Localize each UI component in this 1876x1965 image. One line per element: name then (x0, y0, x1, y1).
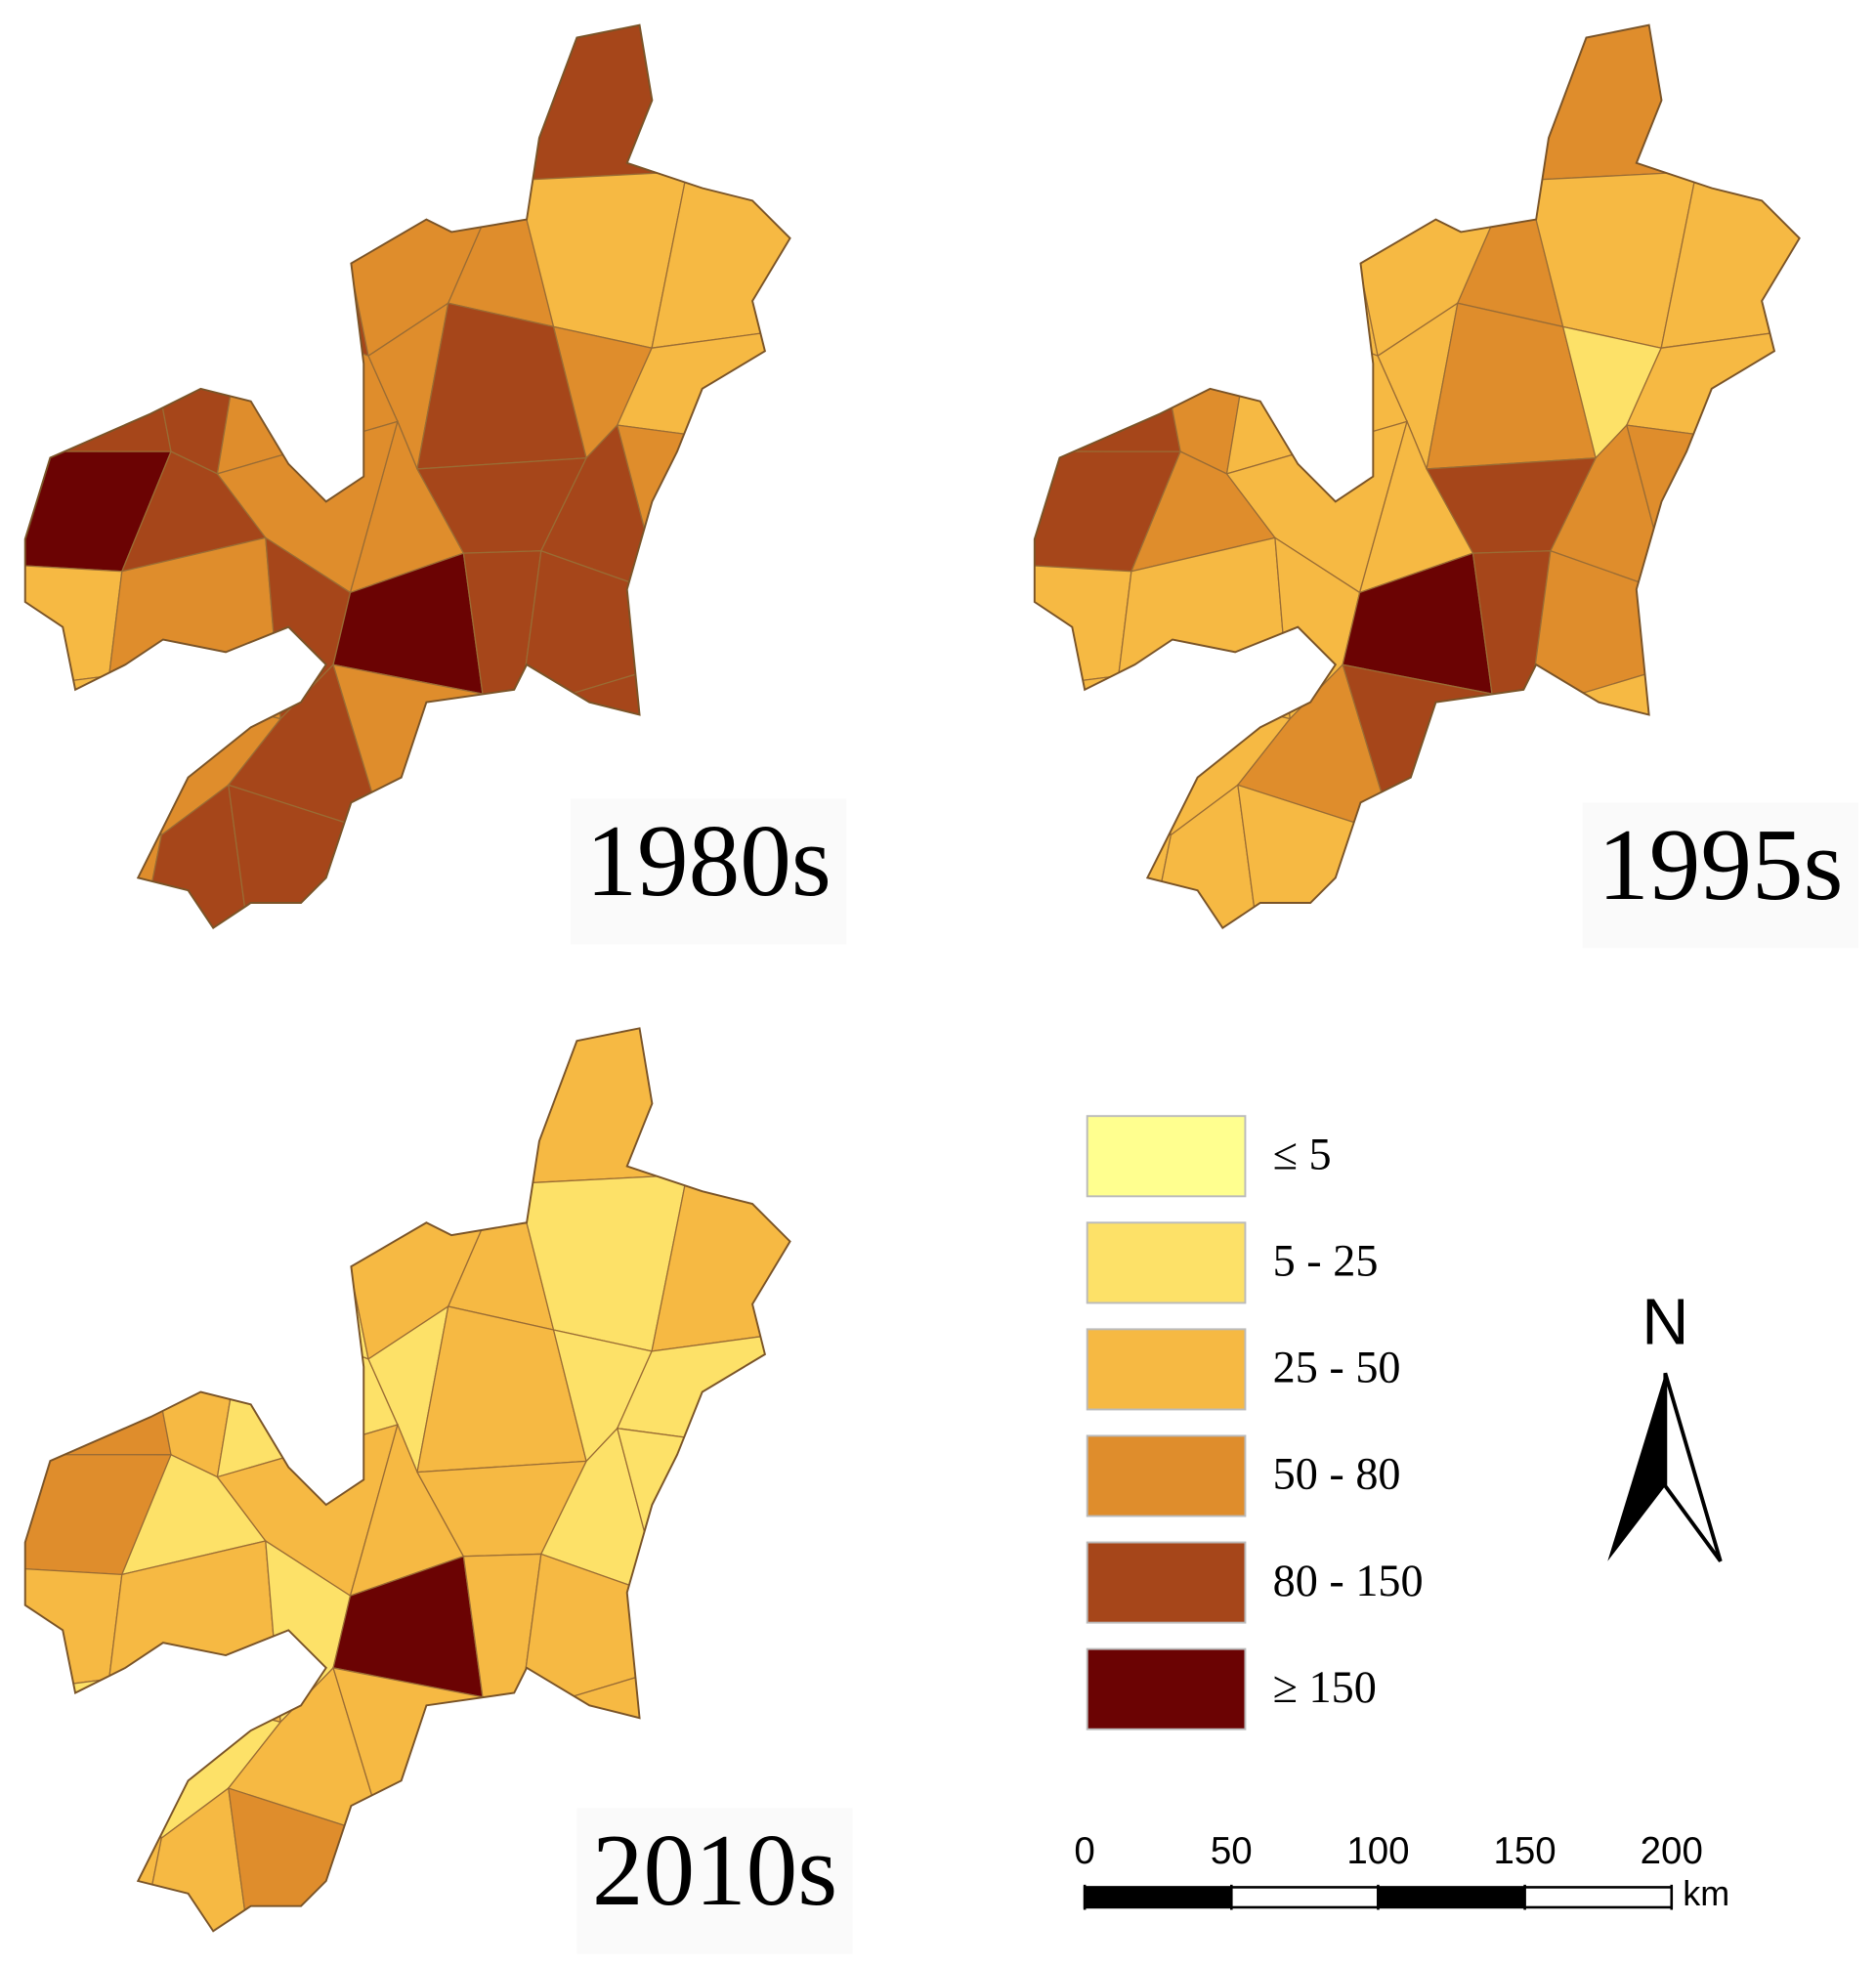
region (430, 1695, 573, 1822)
region (1439, 693, 1582, 820)
region (243, 158, 369, 358)
region (24, 1321, 172, 1456)
region (516, 1028, 688, 1184)
region (24, 1028, 139, 1207)
region (1259, 24, 1375, 200)
region (228, 784, 386, 928)
legend-label: 5 - 25 (1273, 1236, 1379, 1286)
legend-swatch (1086, 1541, 1247, 1624)
region (1525, 24, 1697, 182)
scale-segment (1523, 1886, 1674, 1909)
region (362, 817, 452, 928)
region (249, 1028, 365, 1204)
region (327, 1028, 488, 1219)
panel-label-bg (1582, 802, 1858, 949)
region (1034, 674, 1172, 836)
region (102, 1201, 287, 1323)
region (1660, 24, 1800, 190)
region (24, 24, 139, 203)
scale-unit: km (1683, 1873, 1729, 1913)
north-arrow: N (1607, 1286, 1723, 1562)
panel-label-bg (576, 1808, 853, 1954)
panel-label-bg (570, 798, 847, 945)
scale-segment (1083, 1886, 1233, 1909)
legend-swatch (1086, 1434, 1247, 1517)
region (1034, 563, 1132, 691)
north-arrow-left (1607, 1373, 1666, 1561)
legend-label: 25 - 50 (1273, 1343, 1401, 1392)
region (1670, 563, 1800, 691)
region (430, 693, 573, 820)
region (430, 1793, 572, 1932)
region (24, 563, 123, 691)
region (243, 1162, 369, 1360)
scale-tick-label: 50 (1211, 1830, 1253, 1872)
scale-segment (1377, 1886, 1526, 1909)
scale-tick-label: 200 (1641, 1830, 1703, 1872)
region (1439, 790, 1581, 928)
region (616, 424, 790, 594)
legend: ≤ 5 5 - 25 25 - 50 50 - 80 80 - 150 ≥ 150 (1086, 1115, 1424, 1730)
legend-swatch (1086, 1115, 1247, 1198)
scale-tick-label: 150 (1493, 1830, 1556, 1872)
north-label: N (1642, 1286, 1688, 1358)
region (516, 24, 688, 182)
region (362, 1820, 452, 1932)
legend-label: 80 - 150 (1273, 1556, 1424, 1605)
panel-label: 2010s (592, 1813, 837, 1927)
region (651, 24, 790, 190)
region (1111, 197, 1297, 320)
region (1034, 318, 1181, 452)
region (228, 1787, 386, 1932)
region (1034, 24, 1149, 203)
region (1111, 24, 1297, 203)
region (430, 790, 572, 928)
region (24, 674, 163, 836)
scale-segment (1230, 1886, 1380, 1909)
region (1237, 784, 1395, 928)
legend-swatch (1086, 1221, 1247, 1304)
legend-swatch (1086, 1328, 1247, 1411)
legend-swatch (1086, 1647, 1247, 1730)
region (1337, 24, 1497, 216)
region (249, 24, 365, 200)
north-arrow-right (1663, 1372, 1723, 1562)
region (24, 1190, 147, 1331)
region (1034, 814, 1172, 928)
region (102, 1028, 287, 1207)
scale-tick-label: 100 (1346, 1830, 1409, 1872)
scale-tick-label: 0 (1074, 1830, 1094, 1872)
region (102, 197, 287, 320)
region (1372, 817, 1462, 928)
region (1034, 187, 1156, 327)
region (24, 318, 172, 452)
region (24, 1566, 123, 1694)
region (24, 1678, 163, 1839)
panel-label: 1980s (585, 803, 831, 918)
region (24, 814, 163, 928)
region (651, 1028, 790, 1192)
region (327, 24, 488, 216)
region (661, 1566, 790, 1694)
region (616, 1428, 790, 1598)
region (661, 563, 790, 691)
panel-label: 1995s (1598, 807, 1843, 921)
legend-label: ≤ 5 (1273, 1129, 1332, 1178)
legend-label: 50 - 80 (1273, 1449, 1401, 1499)
region (24, 1817, 163, 1932)
region (1626, 424, 1800, 594)
region (102, 24, 287, 203)
legend-label: ≥ 150 (1273, 1662, 1377, 1712)
region (24, 187, 147, 327)
region (1253, 158, 1379, 358)
